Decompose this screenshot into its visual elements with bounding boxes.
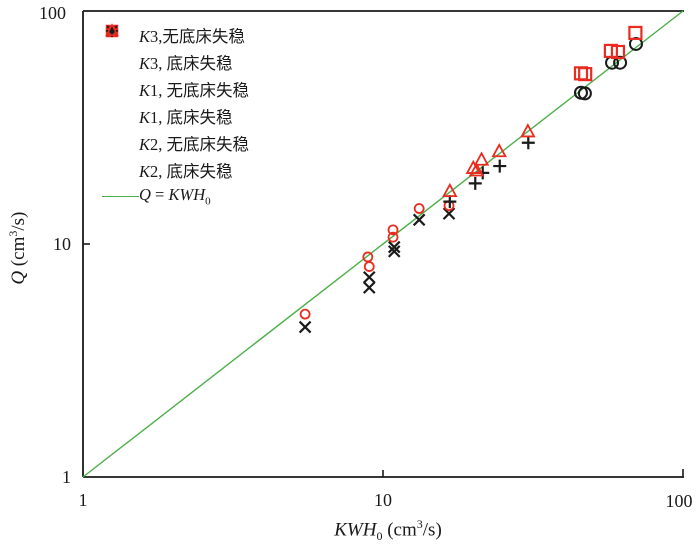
plus-marker-icon bbox=[102, 25, 139, 153]
data-point bbox=[387, 231, 399, 243]
legend-item-label: K1, 无底床失稳 bbox=[139, 80, 250, 100]
y-tick-label-10: 10 bbox=[53, 234, 71, 254]
data-point bbox=[473, 151, 490, 166]
square-marker-icon bbox=[102, 24, 139, 72]
legend-item-K3: K3, 底床失稳 bbox=[102, 24, 249, 75]
data-point bbox=[299, 308, 311, 320]
legend-item-K2: K2, 底床失稳 bbox=[102, 23, 249, 183]
y-axis-label: Q (cm3/s) bbox=[5, 211, 30, 285]
circle-small-marker-icon bbox=[102, 26, 139, 126]
legend-item-K1: K1, 无底床失稳 bbox=[102, 25, 250, 102]
data-point bbox=[387, 240, 401, 254]
data-point bbox=[298, 320, 312, 334]
data-point bbox=[362, 281, 376, 294]
legend-item-K3: K3,无底床失稳 bbox=[102, 21, 249, 48]
legend-item-label: K2, 无底床失稳 bbox=[139, 134, 250, 154]
y-axis-symbol: Q bbox=[8, 270, 30, 285]
data-point bbox=[363, 261, 375, 272]
data-point bbox=[578, 67, 593, 82]
data-point bbox=[387, 245, 401, 258]
legend-item-K2: K2, 无底床失稳 bbox=[102, 25, 250, 156]
series-1 bbox=[573, 25, 643, 82]
legend-item-label: Q = KWH0 bbox=[139, 185, 211, 208]
legend-item-label: K3, 底床失稳 bbox=[139, 53, 233, 73]
data-point bbox=[465, 159, 482, 174]
series-2 bbox=[298, 207, 456, 334]
data-point bbox=[468, 162, 485, 177]
triangle-marker-icon bbox=[102, 23, 139, 180]
data-point bbox=[521, 136, 535, 150]
data-point bbox=[442, 207, 456, 220]
x-tick-label-100: 100 bbox=[666, 491, 693, 511]
data-point bbox=[413, 203, 425, 214]
line-swatch-icon bbox=[102, 187, 139, 207]
data-point bbox=[387, 224, 399, 236]
data-point bbox=[613, 55, 628, 70]
data-point bbox=[493, 159, 507, 173]
y-tick-label-1: 1 bbox=[62, 467, 71, 487]
data-point bbox=[491, 143, 507, 158]
series-3 bbox=[299, 200, 455, 320]
x-tick-label-10: 10 bbox=[374, 490, 392, 510]
legend-item-label: K2, 底床失稳 bbox=[139, 161, 233, 181]
data-point bbox=[362, 270, 376, 284]
series-4 bbox=[443, 136, 535, 209]
data-point bbox=[443, 195, 457, 209]
data-point bbox=[628, 25, 643, 41]
legend: K3,无底床失稳 K3, 底床失稳 K1, 无底床失稳 K1, 底床失稳 K2, 无底床… bbox=[102, 21, 249, 210]
series-5 bbox=[442, 123, 536, 198]
data-point bbox=[520, 123, 536, 138]
data-point bbox=[468, 176, 482, 190]
data-point bbox=[610, 44, 626, 60]
legend-item-label: K3,无底床失稳 bbox=[139, 26, 245, 46]
legend-item-K1: K1, 底床失稳 bbox=[102, 26, 249, 129]
x-marker-icon bbox=[102, 25, 139, 99]
data-point bbox=[442, 182, 458, 198]
data-point bbox=[362, 251, 374, 263]
legend-item-reference-line: Q = KWH0 bbox=[102, 183, 249, 210]
x-axis-label: KWH0 (cm3/s) bbox=[334, 517, 442, 544]
data-point bbox=[412, 213, 426, 227]
data-point bbox=[577, 86, 592, 101]
x-axis-symbol: KWH bbox=[334, 519, 377, 541]
x-tick-label-1: 1 bbox=[79, 490, 88, 510]
y-tick-label-100: 100 bbox=[39, 3, 66, 23]
legend-item-label: K1, 底床失稳 bbox=[139, 107, 233, 127]
